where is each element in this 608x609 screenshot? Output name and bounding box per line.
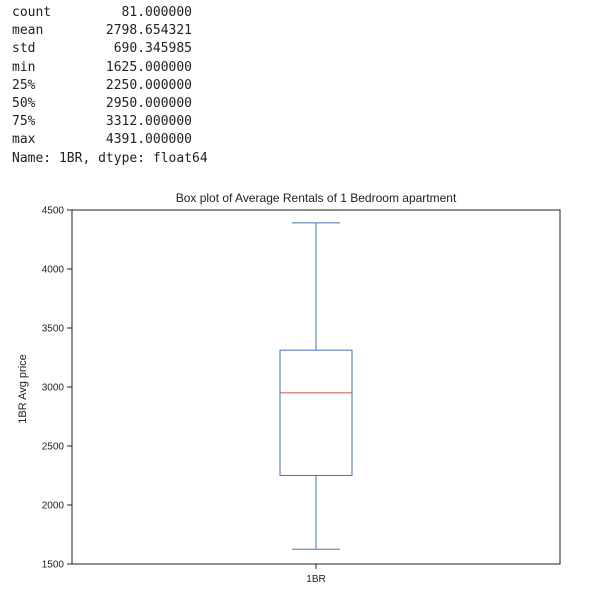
stat-value: 81.000000 (121, 5, 192, 20)
x-axis: 1BR (306, 564, 326, 585)
y-tick-label: 2500 (42, 442, 65, 453)
stat-row: 25% 2250.000000 (12, 77, 192, 95)
stat-row: 75% 3312.000000 (12, 113, 192, 131)
stat-row: mean 2798.654321 (12, 22, 192, 40)
y-tick-label: 4000 (42, 265, 65, 276)
y-tick-label: 1500 (42, 560, 65, 571)
stat-key: count (12, 5, 52, 20)
stat-value: 2250.000000 (105, 77, 192, 93)
stat-value: 2798.654321 (105, 23, 192, 39)
box-series (279, 222, 353, 550)
stat-key: 25% (12, 77, 36, 93)
stat-value: 3312.000000 (105, 114, 192, 130)
y-tick-label: 3000 (42, 383, 65, 394)
stat-row: min 1625.000000 (12, 59, 192, 77)
chart-title: Box plot of Average Rentals of 1 Bedroom… (176, 191, 457, 205)
stat-key: 75% (12, 114, 36, 130)
stat-value: 4391.000000 (105, 132, 192, 148)
y-tick-label: 3500 (42, 324, 65, 335)
stat-row: 50% 2950.000000 (12, 95, 192, 113)
stat-row: std 690.345985 (12, 40, 192, 58)
stat-row: max 4391.000000 (12, 131, 192, 149)
iqr-box (279, 349, 353, 476)
y-axis: 1500 2000 2500 3000 3500 4000 4500 (42, 206, 72, 571)
stat-value: 1625.000000 (105, 59, 192, 75)
describe-output: count 81.000000 mean 2798.654321 std 690.3459… (12, 4, 208, 168)
stat-key: max (12, 132, 36, 148)
stat-value: 690.345985 (113, 41, 192, 57)
stat-key: std (12, 41, 36, 57)
stat-key: min (12, 59, 36, 75)
series-name-line: Name: 1BR, dtype: float64 (12, 150, 208, 166)
stat-value: 2950.000000 (105, 96, 192, 112)
y-tick-label: 4500 (42, 206, 65, 217)
y-tick-label: 2000 (42, 501, 65, 512)
x-tick-label: 1BR (306, 574, 325, 585)
y-axis-label: 1BR Avg price (17, 354, 29, 424)
stat-key: mean (12, 23, 44, 39)
stat-row: count 81.000000 (12, 4, 192, 22)
stat-key: 50% (12, 96, 36, 112)
